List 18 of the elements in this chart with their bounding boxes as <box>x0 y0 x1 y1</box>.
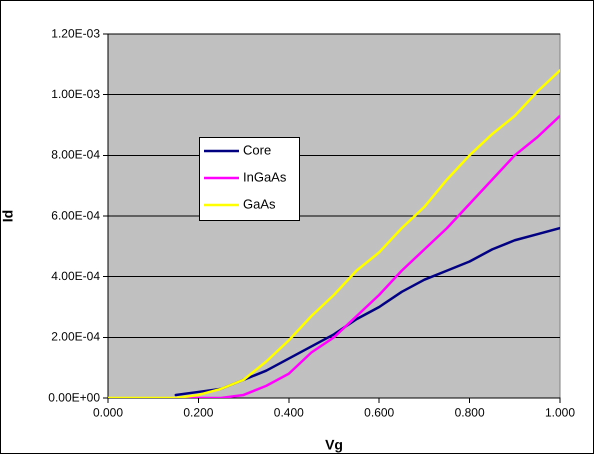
y-tick-label: 6.00E-04 <box>51 208 100 222</box>
x-tick-label: 0.400 <box>274 406 304 420</box>
x-tick-label: 0.200 <box>183 406 214 420</box>
y-tick-label: 1.20E-03 <box>51 26 100 40</box>
x-tick-label: 0.000 <box>92 406 124 420</box>
x-tick-label: 0.800 <box>454 406 485 420</box>
y-tick-label: 1.00E-03 <box>51 86 100 101</box>
legend-label: GaAs <box>243 196 276 212</box>
y-tick-label: 0.00E+00 <box>48 390 100 404</box>
y-axis-title: Id <box>0 210 16 222</box>
x-tick-label: 1.000 <box>544 406 576 420</box>
y-tick-label: 8.00E-04 <box>51 148 100 162</box>
legend-label: Core <box>243 142 272 158</box>
y-tick-label: 2.00E-04 <box>51 330 100 344</box>
y-tick-label: 4.00E-04 <box>51 268 100 283</box>
legend-label: InGaAs <box>243 170 287 185</box>
x-axis-title: Vg <box>325 436 343 452</box>
x-tick-label: 0.600 <box>364 406 395 420</box>
